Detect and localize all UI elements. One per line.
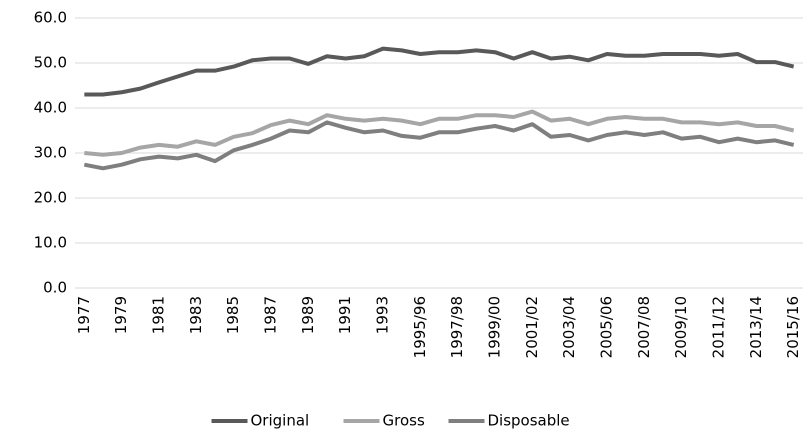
y-tick-label: 60.0: [34, 9, 67, 27]
x-tick-label: 2005/06: [598, 296, 616, 358]
x-tick-label: 1993: [374, 296, 392, 334]
y-tick-label: 0.0: [43, 279, 67, 297]
x-tick-label: 1977: [75, 296, 93, 334]
y-tick-label: 10.0: [34, 234, 67, 252]
x-tick-label: 2001/02: [523, 296, 541, 358]
line-series: [84, 46, 795, 97]
y-tick-label: 40.0: [34, 99, 67, 117]
x-tick-label: 2003/04: [560, 296, 578, 358]
x-tick-label: 1979: [112, 296, 130, 334]
x-tick-label: 2009/10: [672, 296, 690, 358]
x-tick-label: 2007/08: [635, 296, 653, 358]
x-tick-label: 1989: [299, 296, 317, 334]
x-tick-label: 2013/14: [747, 296, 765, 358]
x-tick-label: 1997/98: [448, 296, 466, 358]
x-tick-label: 1987: [262, 296, 280, 334]
legend-label: Gross: [383, 412, 425, 430]
x-tick-label: 2015/16: [784, 296, 802, 358]
legend-label: Original: [251, 412, 310, 430]
x-tick-label: 1999/00: [486, 296, 504, 358]
line-series: [83, 120, 795, 171]
y-tick-label: 50.0: [34, 54, 67, 72]
x-tick-label: 1983: [187, 296, 205, 334]
x-tick-label: 1981: [150, 296, 168, 334]
line-series: [84, 109, 795, 157]
legend-label: Disposable: [488, 412, 570, 430]
y-tick-label: 30.0: [34, 144, 67, 162]
x-tick-label: 1991: [336, 296, 354, 334]
x-tick-label: 1995/96: [411, 296, 429, 358]
x-tick-label: 1985: [224, 296, 242, 334]
y-tick-label: 20.0: [34, 189, 67, 207]
x-tick-label: 2011/12: [710, 296, 728, 358]
